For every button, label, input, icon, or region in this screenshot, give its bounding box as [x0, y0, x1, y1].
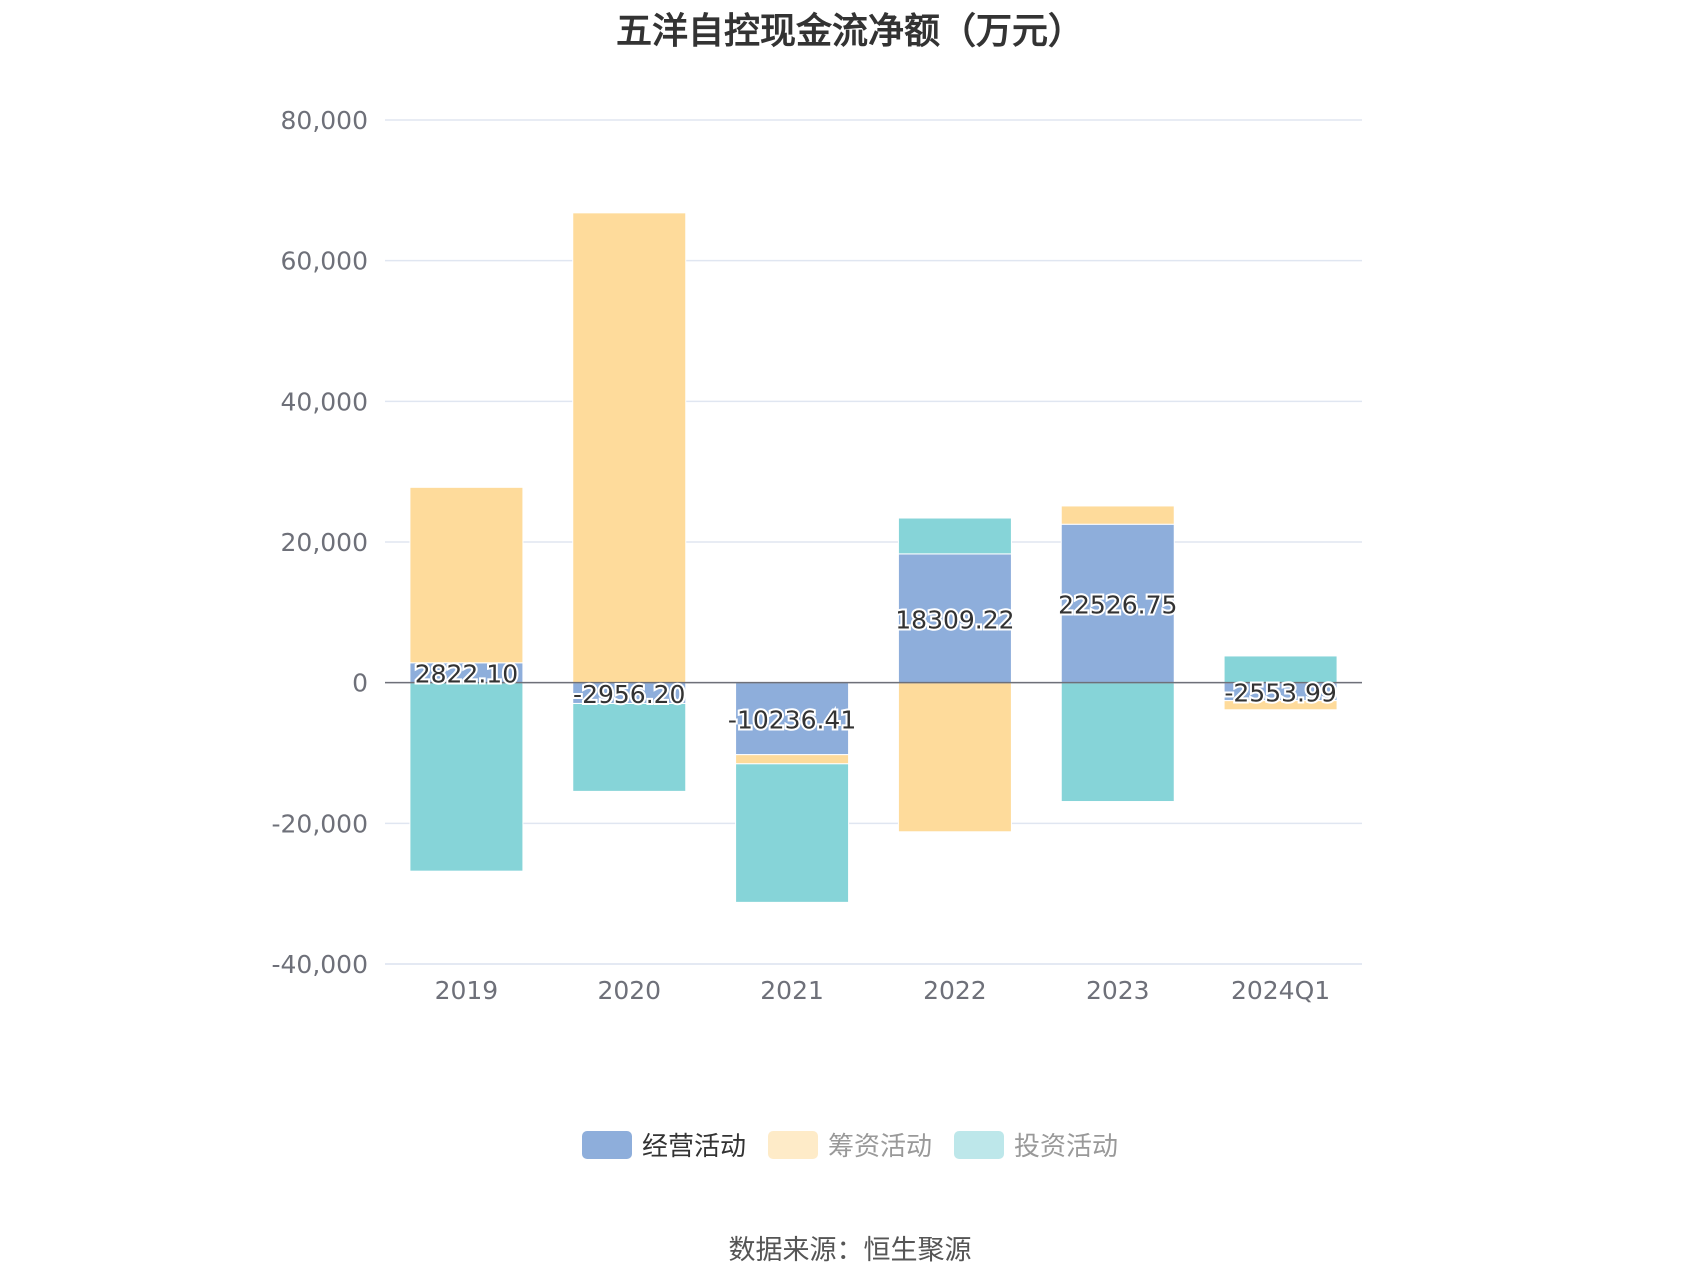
bar-segment: [409, 682, 524, 872]
bar-segment: [572, 702, 687, 792]
data-label: -10236.41: [728, 706, 856, 735]
legend-item-financing[interactable]: 筹资活动: [767, 1126, 932, 1163]
legend-swatch-investing: [954, 1130, 1004, 1159]
legend-swatch-operating: [581, 1130, 632, 1159]
legend-item-operating[interactable]: 经营活动: [581, 1126, 746, 1163]
bar-segment: [735, 754, 850, 765]
y-tick-label: 40,000: [281, 387, 368, 416]
y-tick-label: 0: [352, 669, 368, 698]
legend-swatch-financing: [767, 1130, 818, 1159]
bar-segment: [1060, 682, 1175, 803]
x-tick-label: 2020: [597, 976, 661, 1005]
legend-label-operating: 经营活动: [641, 1132, 746, 1162]
chart-title: 五洋自控现金流净额（万元）: [615, 11, 1084, 52]
legend: 经营活动 筹资活动 投资活动: [0, 1126, 1700, 1163]
data-label: 18309.22: [895, 605, 1014, 634]
bar-segment: [409, 486, 524, 664]
legend-label-investing: 投资活动: [1014, 1132, 1119, 1162]
data-label: -2553.99: [1224, 679, 1336, 708]
bar-segment: [735, 763, 850, 903]
x-tick-label: 2024Q1: [1231, 976, 1330, 1005]
legend-label-financing: 筹资活动: [827, 1132, 932, 1162]
data-source: 数据来源：恒生聚源: [728, 1235, 972, 1266]
y-tick-label: 60,000: [281, 247, 368, 276]
bar-segment: [572, 212, 687, 684]
bar-segment: [1060, 505, 1175, 525]
y-tick-label: -20,000: [272, 809, 369, 838]
bar-segment: [735, 682, 850, 756]
bar-segment: [897, 682, 1012, 833]
y-tick-label: -40,000: [272, 950, 369, 979]
x-tick-label: 2021: [760, 976, 824, 1005]
data-label: -2956.20: [573, 680, 685, 709]
x-tick-label: 2019: [435, 976, 499, 1005]
y-tick-label: 80,000: [281, 106, 368, 135]
data-label: 2822.10: [415, 660, 518, 689]
legend-item-investing[interactable]: 投资活动: [954, 1126, 1118, 1163]
x-tick-label: 2022: [923, 976, 987, 1005]
y-tick-label: 20,000: [281, 528, 368, 557]
data-label: 22526.75: [1058, 590, 1177, 619]
bar-segment: [1223, 700, 1338, 711]
bar-segment: [897, 517, 1012, 555]
x-tick-label: 2023: [1086, 976, 1150, 1005]
